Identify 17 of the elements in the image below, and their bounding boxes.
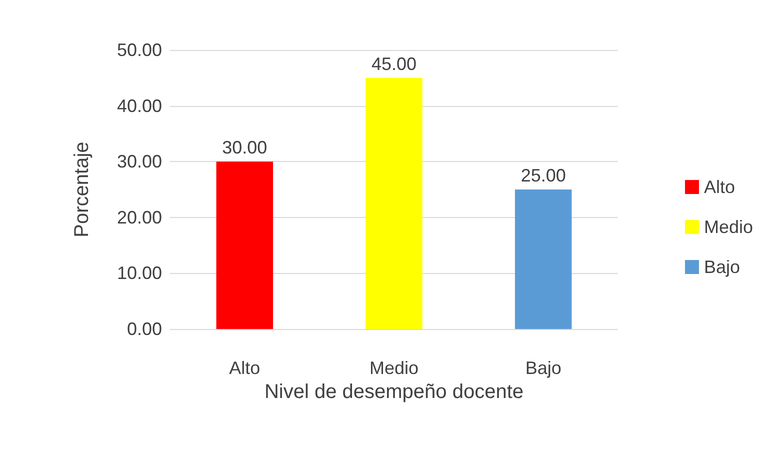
- y-tick-label: 20.00: [116, 207, 162, 228]
- x-axis-title: Nivel de desempeño docente: [264, 380, 524, 403]
- legend-label: Alto: [704, 177, 736, 197]
- y-tick-label: 10.00: [116, 263, 162, 284]
- y-axis-title: Porcentaje: [71, 142, 93, 238]
- y-tick-label: 30.00: [116, 152, 162, 172]
- y-tick-label: 0.00: [126, 319, 162, 339]
- legend-label: Bajo: [704, 257, 740, 277]
- x-tick-label: Alto: [229, 358, 260, 378]
- y-tick-label: 50.00: [116, 40, 162, 60]
- y-tick-label: 40.00: [116, 96, 162, 116]
- legend-label: Medio: [704, 217, 754, 237]
- data-label: 25.00: [520, 166, 566, 186]
- x-tick-label: Bajo: [525, 358, 562, 378]
- x-tick-label: Medio: [369, 358, 419, 378]
- data-label: 30.00: [222, 138, 268, 158]
- data-label: 45.00: [371, 54, 417, 74]
